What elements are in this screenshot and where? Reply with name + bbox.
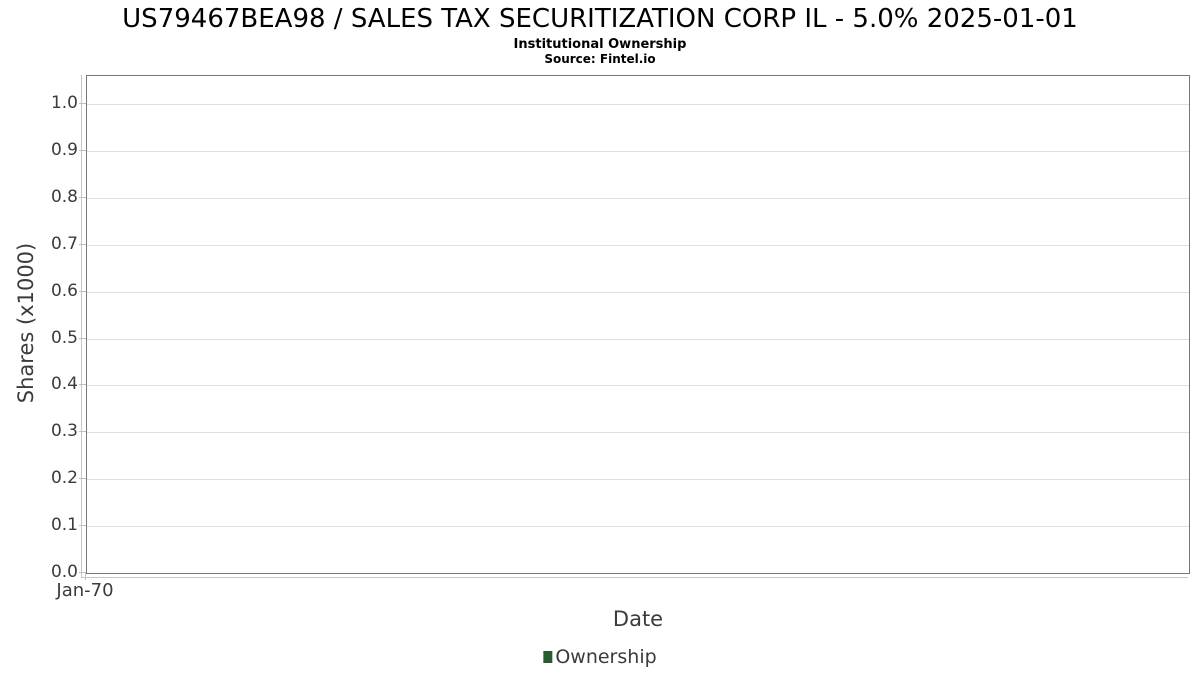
y-axis-tick (79, 244, 86, 245)
y-tick-label: 0.1 (50, 515, 78, 535)
y-axis-tick (79, 291, 86, 292)
gridline (87, 104, 1189, 105)
y-tick-label: 1.0 (50, 93, 78, 113)
y-axis-tick (79, 103, 86, 104)
y-tick-label: 0.8 (50, 187, 78, 207)
x-tick-label: Jan-70 (56, 580, 114, 601)
y-axis-tick (79, 338, 86, 339)
legend-label-ownership: Ownership (555, 646, 657, 668)
chart-source: Source: Fintel.io (544, 52, 656, 66)
gridline (87, 151, 1189, 152)
y-axis-tick (79, 572, 86, 573)
chart-title: US79467BEA98 / SALES TAX SECURITIZATION … (122, 4, 1078, 34)
x-axis-tick (85, 573, 86, 580)
y-tick-label: 0.9 (50, 140, 78, 160)
gridline (87, 245, 1189, 246)
y-axis-tick (79, 478, 86, 479)
x-axis-line (81, 577, 1188, 578)
y-axis-tick (79, 525, 86, 526)
gridline (87, 526, 1189, 527)
chart-subtitle: Institutional Ownership (513, 37, 687, 52)
y-tick-label: 0.7 (50, 234, 78, 254)
y-axis-tick (79, 150, 86, 151)
y-axis-tick (79, 197, 86, 198)
y-tick-label: 0.4 (50, 374, 78, 394)
gridline (87, 292, 1189, 293)
x-axis-title: Date (612, 607, 664, 631)
gridline (87, 385, 1189, 386)
y-tick-label: 0.3 (50, 421, 78, 441)
gridline (87, 198, 1189, 199)
y-tick-label: 0.2 (50, 468, 78, 488)
gridline (87, 479, 1189, 480)
y-axis-tick (79, 431, 86, 432)
y-axis-line (81, 75, 82, 578)
y-tick-label: 0.5 (50, 328, 78, 348)
y-axis-tick (79, 384, 86, 385)
plot-area (86, 75, 1190, 574)
legend-marker-ownership-icon (543, 651, 553, 663)
y-tick-label: 0.6 (50, 281, 78, 301)
gridline (87, 432, 1189, 433)
gridline (87, 339, 1189, 340)
y-tick-label: 0.0 (50, 562, 78, 582)
legend: Ownership (543, 646, 657, 668)
